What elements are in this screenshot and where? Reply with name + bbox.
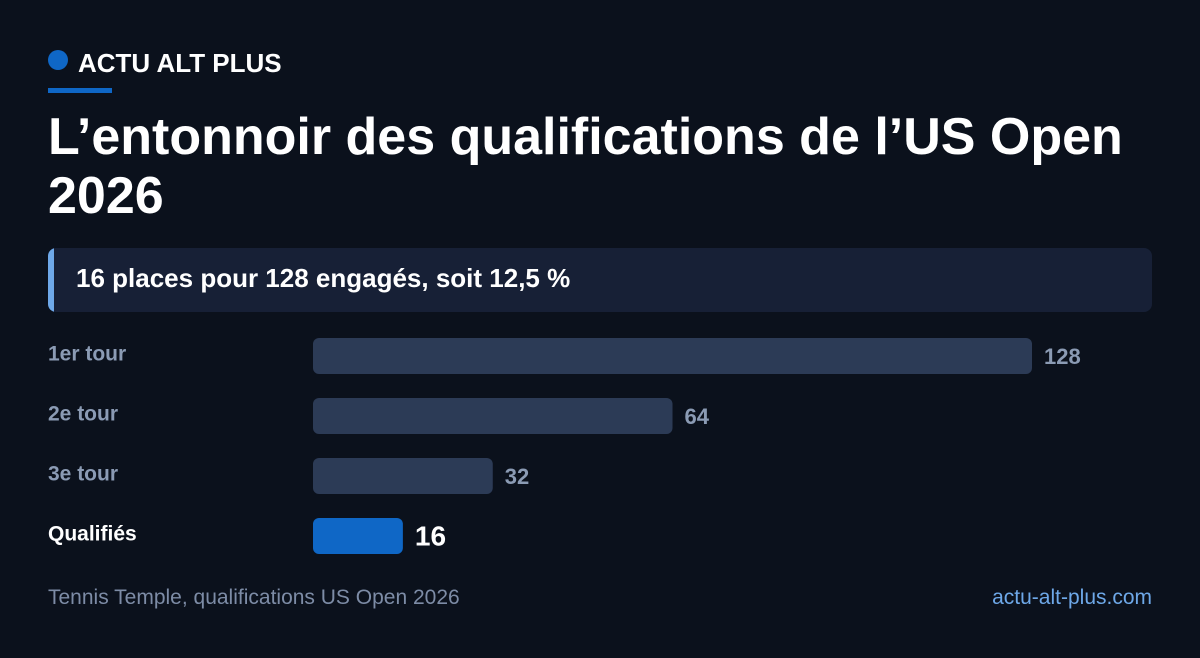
value-label: 128	[1044, 344, 1081, 369]
callout-accent	[48, 248, 54, 312]
website: actu-alt-plus.com	[992, 586, 1152, 609]
brand: ACTU ALT PLUS	[78, 48, 282, 78]
source: Tennis Temple, qualifications US Open 20…	[48, 586, 460, 609]
chart-subtitle: 16 places pour 128 engagés, soit 12,5 %	[76, 263, 571, 293]
category-label: Qualifiés	[48, 523, 137, 546]
value-label: 32	[505, 464, 529, 489]
brand-dot	[48, 50, 68, 70]
bar	[313, 518, 403, 554]
value-label: 16	[415, 520, 446, 551]
callout: 16 places pour 128 engagés, soit 12,5 %	[48, 248, 1152, 312]
category-label: 3e tour	[48, 463, 118, 486]
bar	[313, 398, 673, 434]
brand-underline	[48, 88, 112, 93]
bar	[313, 338, 1032, 374]
chart-title: L’entonnoir des qualifications de l’US O…	[48, 108, 1123, 225]
value-label: 64	[685, 404, 710, 429]
category-label: 2e tour	[48, 403, 118, 426]
category-label: 1er tour	[48, 343, 126, 366]
bar	[313, 458, 493, 494]
chart: 1er tour 128 2e tour 64 3e tour 32 Qualifiés 16	[48, 338, 1081, 554]
